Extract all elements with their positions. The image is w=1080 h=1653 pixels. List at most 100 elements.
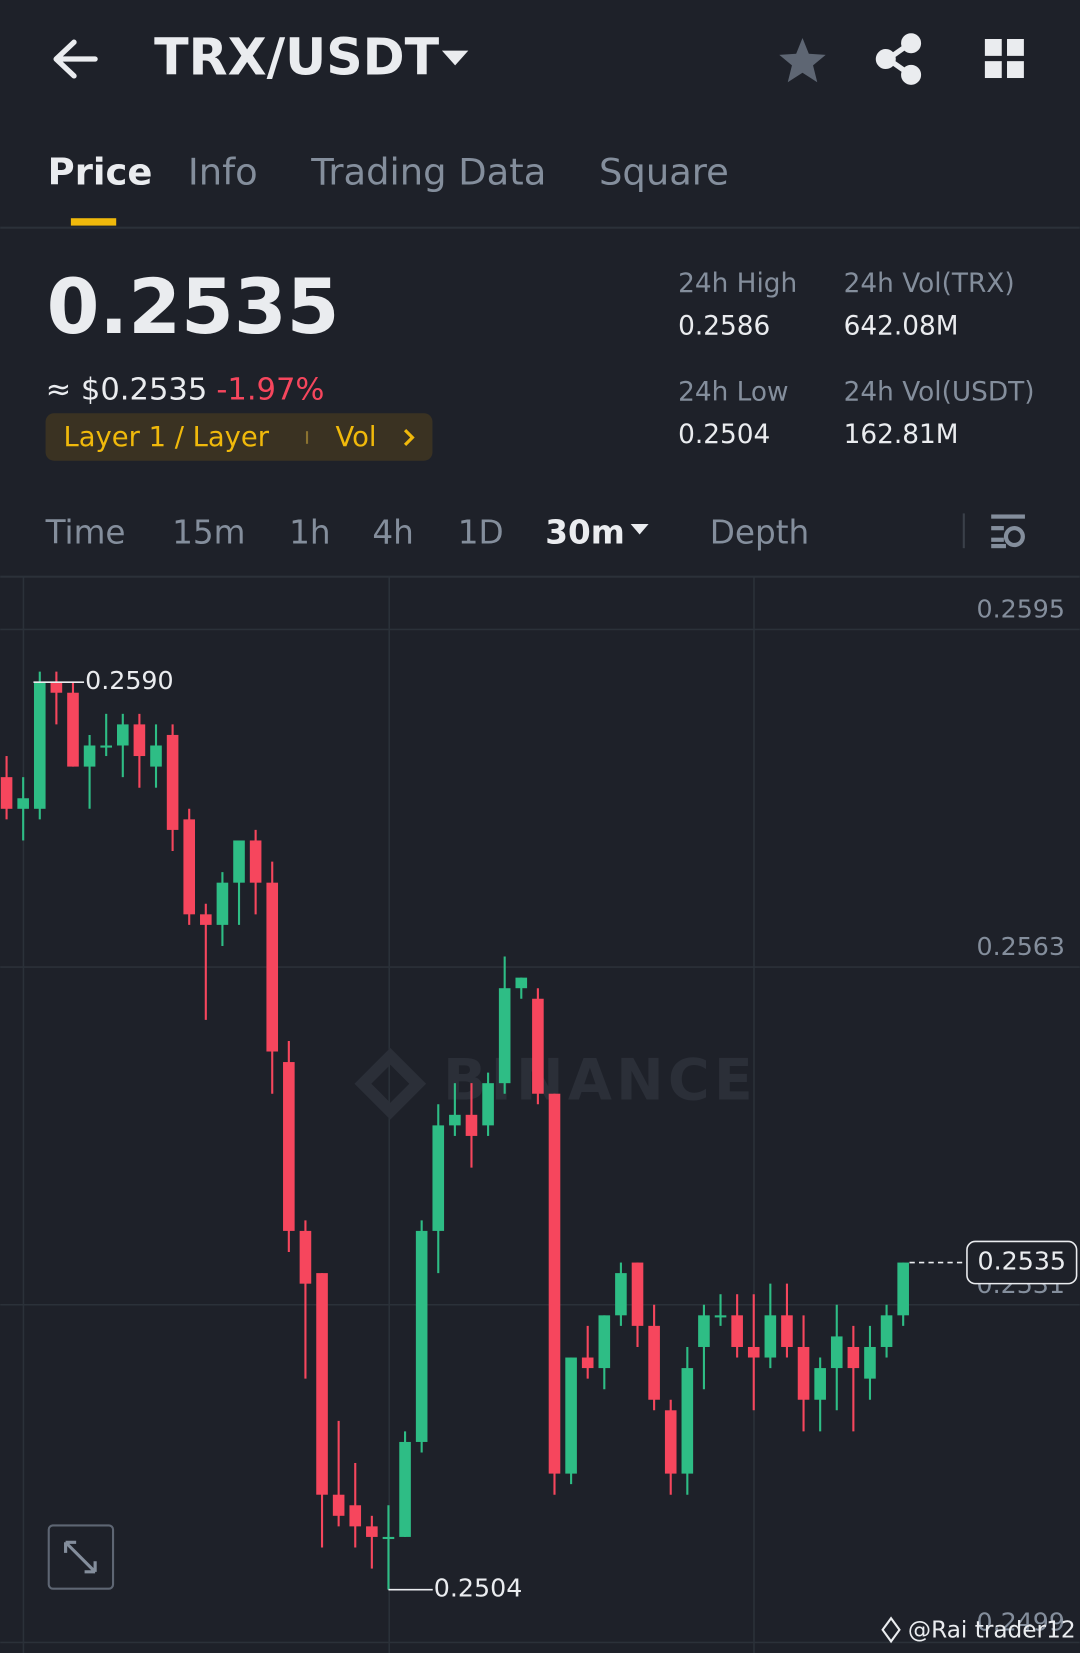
active-tab-indicator <box>70 218 117 226</box>
tag-link[interactable]: Vol <box>335 422 376 453</box>
stat-label: 24h Vol(USDT) <box>844 378 1035 408</box>
candle-body <box>432 1125 445 1231</box>
stat-value: 642.08M <box>844 311 959 341</box>
stat-value: 0.2586 <box>678 311 770 341</box>
candle-body <box>399 1441 411 1537</box>
candle-body <box>67 692 79 767</box>
candle-body <box>698 1315 710 1347</box>
chart-settings-icon[interactable] <box>991 514 1025 549</box>
candle-body <box>17 798 29 809</box>
candle-body <box>814 1368 826 1400</box>
tab[interactable]: Price <box>48 150 153 193</box>
candle-body <box>548 1093 561 1474</box>
credit: @Rai trader12 <box>908 1616 1076 1643</box>
candle-body <box>747 1346 760 1358</box>
tab[interactable]: Trading Data <box>310 150 546 193</box>
interval[interactable]: 4h <box>372 513 414 551</box>
back-button[interactable] <box>53 39 98 79</box>
candle-body <box>797 1346 810 1400</box>
candle-body <box>33 682 46 809</box>
y-tick-label: 0.2499 <box>976 1607 1065 1636</box>
favorite-star[interactable] <box>779 37 826 83</box>
candle-body <box>731 1315 743 1347</box>
candle-body <box>897 1262 909 1316</box>
interval[interactable]: Depth <box>710 513 810 551</box>
interval-dropdown[interactable] <box>630 523 649 535</box>
pair-title[interactable]: TRX/USDT <box>154 28 439 87</box>
high-label: 0.2590 <box>85 666 174 695</box>
candle-body <box>764 1315 777 1358</box>
candle-body <box>200 914 212 925</box>
candle-body <box>615 1273 627 1316</box>
candle-body <box>415 1230 428 1442</box>
candle-body <box>714 1315 727 1318</box>
candle-body <box>598 1315 611 1369</box>
candle-body <box>648 1325 660 1400</box>
candle-body <box>183 819 196 915</box>
candle-body <box>880 1315 893 1347</box>
share-icon[interactable] <box>875 33 922 85</box>
candle-body <box>449 1114 461 1126</box>
candle-body <box>249 840 262 883</box>
candle-body <box>681 1368 694 1474</box>
candle-body <box>366 1526 378 1537</box>
interval[interactable]: 15m <box>172 513 245 551</box>
price-change: -1.97% <box>216 373 324 408</box>
candle-body <box>150 745 162 767</box>
watermark: BINANCE <box>443 1047 757 1113</box>
usd-price: ≈ $0.2535 <box>46 373 208 408</box>
fullscreen-icon <box>64 1540 97 1574</box>
tab[interactable]: Info <box>188 150 258 193</box>
y-tick-label: 0.2595 <box>976 594 1065 623</box>
candle-body <box>465 1114 478 1136</box>
interval[interactable]: Time <box>45 513 126 551</box>
stat-label: 24h High <box>678 269 797 299</box>
candle-body <box>830 1336 843 1369</box>
candlestick-chart: 0.25950.25630.25310.2499BINANCE0.25900.2… <box>0 594 1080 1644</box>
interval[interactable]: 30m <box>545 513 625 551</box>
stat-label: 24h Low <box>678 378 788 408</box>
stat-value: 0.2504 <box>678 420 770 450</box>
y-tick-label: 0.2563 <box>976 932 1065 961</box>
candle-body <box>116 724 129 746</box>
candle-body <box>581 1357 594 1369</box>
candle-body <box>50 682 63 693</box>
candle-body <box>233 840 245 883</box>
candle-body <box>382 1536 395 1540</box>
interval[interactable]: 1h <box>289 513 331 551</box>
candle-body <box>266 882 279 1052</box>
last-price: 0.2535 <box>47 263 340 351</box>
candle-body <box>83 745 96 767</box>
candle-body <box>664 1410 677 1474</box>
candle-body <box>515 977 528 989</box>
candle-body <box>498 988 511 1084</box>
stat-value: 162.81M <box>844 420 959 450</box>
tag-chevron <box>403 428 415 446</box>
stat-label: 24h Vol(TRX) <box>844 269 1015 299</box>
grid-menu-icon[interactable] <box>984 39 1024 79</box>
candle-body <box>100 745 112 748</box>
candle-body <box>349 1505 362 1527</box>
candle-body <box>864 1346 876 1379</box>
tag[interactable]: Layer 1 / Layer <box>63 422 269 453</box>
candle-body <box>332 1494 345 1516</box>
candle-body <box>283 1062 295 1231</box>
credit-icon <box>881 1616 901 1644</box>
candle-body <box>316 1273 328 1495</box>
candle-body <box>133 724 146 757</box>
fullscreen-button[interactable] <box>47 1524 115 1590</box>
candle-body <box>781 1315 793 1347</box>
pair-dropdown[interactable] <box>441 50 469 66</box>
tag-chip[interactable] <box>45 413 433 461</box>
candle-body <box>299 1230 312 1284</box>
candle-body <box>631 1262 644 1326</box>
candle-body <box>216 882 229 925</box>
candle-body <box>0 777 13 809</box>
last-price-box <box>966 1240 1078 1285</box>
tab[interactable]: Square <box>599 150 729 193</box>
candle-body <box>532 998 544 1094</box>
candle-body <box>847 1346 860 1369</box>
interval[interactable]: 1D <box>458 513 504 551</box>
